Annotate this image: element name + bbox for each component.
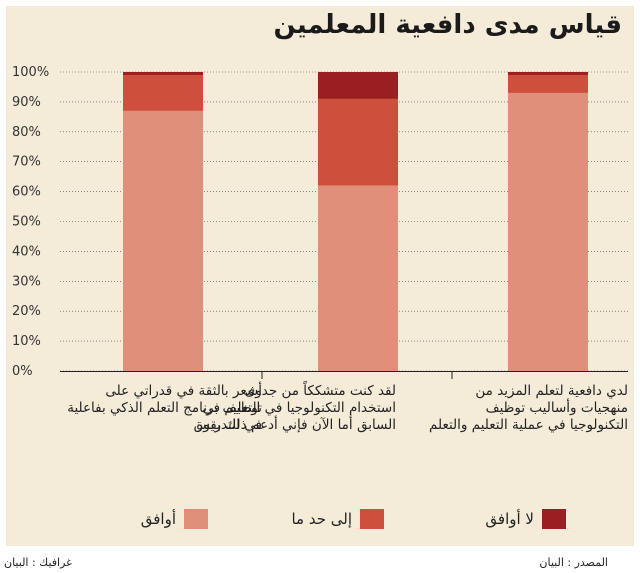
y-tick-label: 10% [12,334,41,349]
bar-segment-somewhat [123,74,203,111]
legend-label-disagree: لا أوافق [485,510,534,528]
legend-swatch-disagree [542,509,566,529]
y-tick-label: 40% [12,244,41,259]
y-tick-label: 60% [12,185,41,200]
bar-segment-disagree [123,72,203,75]
chart-title: قياس مدى دافعية المعلمين [273,10,622,40]
legend-label-agree: أوافق [140,510,176,528]
y-tick-label: 50% [12,215,41,230]
legend-item-agree: أوافق [141,509,208,529]
category-label-1: لدي دافعية لتعلم المزيد من منهجيات وأسال… [429,383,628,433]
y-tick-label: 20% [12,304,41,319]
bar-segment-disagree [508,72,588,75]
y-tick-label: 90% [12,95,41,110]
bar-segment-agree [123,110,203,372]
y-tick-label: 100% [12,65,49,80]
category-label-3: أشعر بالثقة في قدراتي على توظيف برنامج ا… [67,383,262,433]
legend-item-disagree: لا أوافق [485,509,566,529]
bar-segment-somewhat [318,98,398,186]
bar-segment-disagree [318,72,398,99]
source-note: المصدر : البيان [539,556,608,569]
y-tick-label: 80% [12,125,41,140]
legend-label-somewhat: إلى حد ما [291,510,352,528]
graphics-credit: غرافيك : البيان [4,556,72,569]
bar-segment-agree [508,92,588,372]
legend-swatch-agree [184,509,208,529]
y-tick-label: 0% [12,364,33,379]
y-tick-label: 30% [12,274,41,289]
legend-item-somewhat: إلى حد ما [291,509,384,529]
y-tick-label: 70% [12,155,41,170]
bar-segment-somewhat [508,74,588,93]
legend-swatch-somewhat [360,509,384,529]
category-label-2: لقد كنت متشككاً من جدوى استخدام التكنولو… [196,383,396,433]
bar-segment-agree [318,185,398,371]
